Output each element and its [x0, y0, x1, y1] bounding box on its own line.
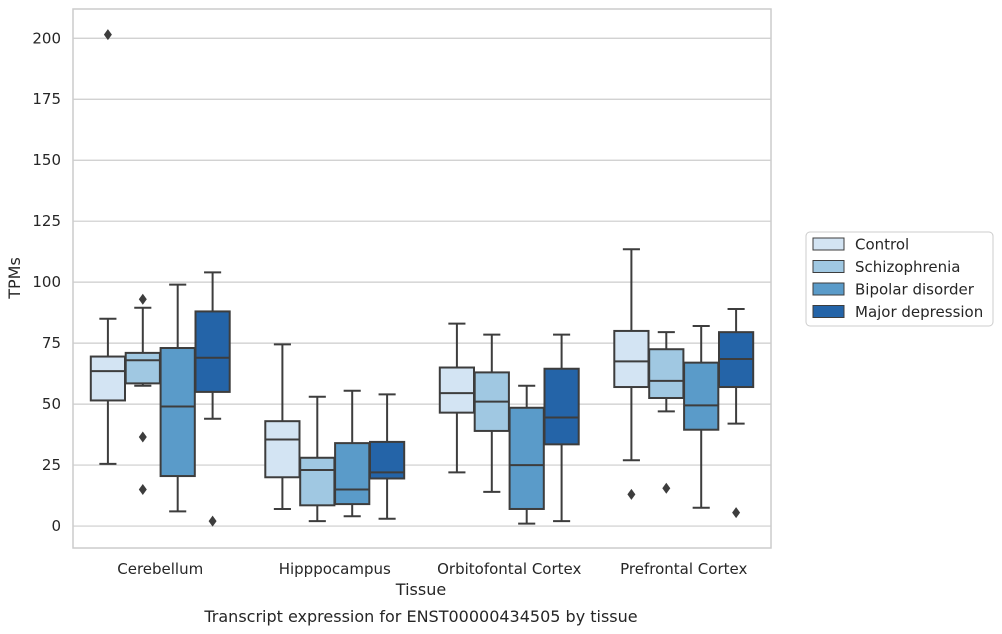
- x-tick-label: Hipppocampus: [279, 560, 391, 578]
- x-tick-label: Cerebellum: [117, 560, 203, 578]
- legend-swatch: [812, 305, 845, 318]
- legend-label: Major depression: [855, 303, 983, 321]
- box-iqr: [543, 367, 580, 446]
- box-iqr: [159, 347, 196, 478]
- box-hipppocampus-bipolar-disorder: [334, 389, 371, 518]
- outlier-point: [138, 293, 147, 305]
- legend-swatch: [812, 260, 845, 273]
- box-cerebellum-control: [89, 29, 127, 465]
- box-prefrontal-cortex-bipolar-disorder: [683, 325, 720, 509]
- plot-frame: [72, 8, 772, 549]
- outlier-point: [662, 482, 671, 494]
- box-hipppocampus-control: [264, 343, 301, 510]
- x-axis-label: Tissue: [395, 580, 446, 599]
- outlier-point: [138, 431, 147, 443]
- box-orbitofontal-cortex-control: [438, 322, 476, 474]
- x-tick-label: Orbitofontal Cortex: [437, 560, 581, 578]
- box-prefrontal-cortex-control: [613, 248, 650, 500]
- box-cerebellum-major-depression: [194, 271, 231, 527]
- legend: Control Schizophrenia Bipolar disorder Majo…: [805, 231, 994, 327]
- y-tick-label: 200: [32, 29, 61, 47]
- box-hipppocampus-major-depression: [368, 393, 406, 520]
- box-iqr: [124, 351, 161, 385]
- box-hipppocampus-schizophrenia: [299, 395, 336, 523]
- box-iqr: [508, 406, 545, 510]
- box-iqr: [648, 348, 685, 400]
- box-iqr: [299, 456, 336, 507]
- box-iqr: [264, 420, 301, 479]
- box-prefrontal-cortex-schizophrenia: [648, 331, 685, 494]
- box-iqr: [438, 366, 476, 414]
- box-iqr: [334, 442, 371, 506]
- box-cerebellum-bipolar-disorder: [159, 283, 196, 513]
- legend-frame: [805, 231, 994, 327]
- box-iqr: [683, 361, 720, 431]
- outlier-point: [732, 507, 741, 519]
- box-orbitofontal-cortex-bipolar-disorder: [508, 384, 545, 525]
- box-orbitofontal-cortex-major-depression: [543, 333, 580, 523]
- outlier-point: [138, 483, 147, 495]
- y-tick-label: 25: [42, 456, 61, 474]
- legend-label: Schizophrenia: [855, 258, 960, 276]
- y-tick-label: 125: [32, 212, 61, 230]
- outlier-point: [627, 488, 636, 500]
- outlier-point: [103, 29, 112, 41]
- box-prefrontal-cortex-major-depression: [717, 307, 755, 519]
- outlier-point: [208, 515, 217, 527]
- x-tick-label: Prefrontal Cortex: [620, 560, 747, 578]
- box-orbitofontal-cortex-schizophrenia: [473, 333, 510, 493]
- box-iqr: [613, 329, 650, 389]
- legend-swatch: [812, 237, 845, 251]
- x-axis: Cerebellum Hipppocampus Orbitofontal Corte…: [117, 560, 747, 578]
- y-axis-label: TPMs: [5, 257, 24, 300]
- box-iqr: [194, 310, 231, 393]
- plot-area: [89, 29, 755, 527]
- y-axis: 0 25 50 75 100 125 150 175 200: [32, 29, 61, 535]
- y-tick-label: 175: [32, 90, 61, 108]
- legend-swatch: [812, 282, 845, 296]
- y-tick-label: 0: [51, 517, 61, 535]
- box-iqr: [89, 355, 127, 402]
- legend-label: Bipolar disorder: [855, 281, 975, 299]
- y-tick-label: 100: [32, 273, 61, 291]
- y-tick-label: 75: [42, 334, 61, 352]
- legend-label: Control: [855, 236, 909, 254]
- y-tick-label: 50: [42, 395, 61, 413]
- box-cerebellum-schizophrenia: [124, 293, 161, 495]
- chart-caption: Transcript expression for ENST0000043450…: [203, 607, 637, 626]
- y-tick-label: 150: [32, 151, 61, 169]
